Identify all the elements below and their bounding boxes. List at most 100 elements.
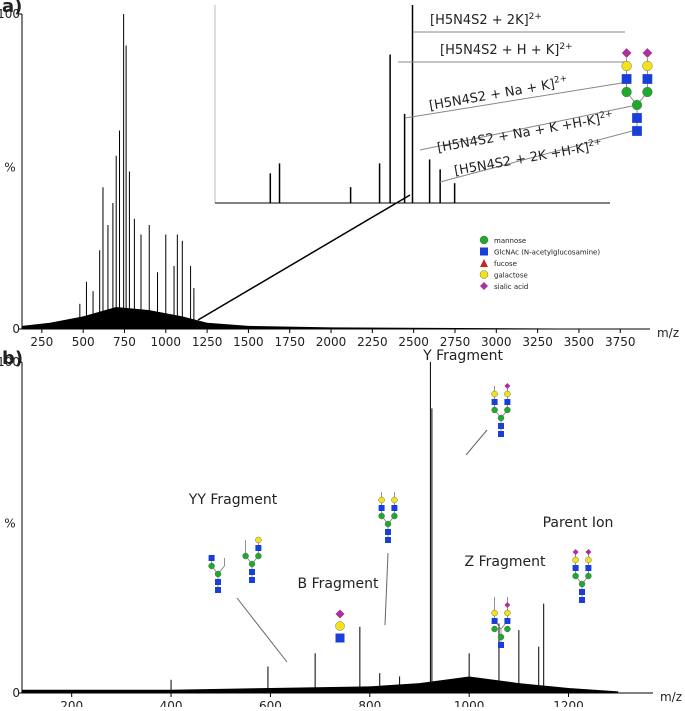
glycan-icon: [385, 529, 391, 535]
label: 2250: [357, 335, 388, 349]
glycan-icon: [255, 536, 262, 544]
envelope: [22, 306, 650, 329]
annotation: [H5N4S2 + 2K]2+: [430, 12, 542, 28]
label: 0: [12, 322, 20, 336]
label: 2000: [316, 335, 347, 349]
glycan-icon: [498, 423, 504, 429]
glycan-icon: [249, 569, 255, 575]
label: a): [2, 0, 22, 17]
label: 250: [30, 335, 53, 349]
zoom-line: [197, 194, 411, 321]
annotation-text: [H5N4S2 + 2K]: [430, 13, 529, 28]
glycan-icon: [255, 552, 262, 560]
legend-marker: [479, 235, 489, 245]
glycan-icon: [585, 556, 592, 564]
label: 200: [60, 699, 83, 707]
label: 1250: [192, 335, 223, 349]
glycan-icon: [491, 390, 498, 398]
leader-line: [236, 597, 288, 663]
glycan-icon: [335, 633, 345, 643]
label: 400: [160, 699, 183, 707]
glycan-icon: [491, 609, 498, 617]
glycan-icon: [621, 60, 632, 72]
label: 0: [12, 686, 20, 700]
leader-line: [404, 81, 629, 119]
glycan-icon: [384, 520, 392, 528]
glycan-icon: [504, 618, 511, 624]
label: 1000: [454, 699, 485, 707]
glycan-icon: [249, 577, 255, 583]
label: Z Fragment: [465, 554, 546, 570]
glycan-icon: [214, 570, 222, 578]
label: b): [2, 348, 23, 369]
label: Y Fragment: [422, 348, 503, 364]
glycan-icon: [578, 580, 586, 588]
glycan-icon: [215, 587, 221, 593]
glycan-icon: [621, 74, 632, 84]
glycan-icon: [215, 579, 221, 585]
glycan-icon: [642, 48, 653, 58]
label: %: [4, 517, 15, 531]
legend-label: GlcNAc (N-acetylglucosamine): [494, 249, 600, 257]
glycan-icon: [208, 555, 215, 561]
legend-label: fucose: [494, 260, 517, 268]
glycan-icon: [621, 48, 632, 58]
legend-label: mannose: [494, 237, 526, 245]
label: 500: [72, 335, 95, 349]
glycan-icon: [585, 549, 592, 555]
glycan-icon: [642, 86, 653, 98]
glycan-icon: [391, 512, 398, 520]
legend-marker: [480, 282, 488, 290]
leader-line: [465, 429, 488, 456]
label: 3750: [605, 335, 636, 349]
glycan-icon: [585, 572, 592, 580]
glycan-icon: [504, 390, 511, 398]
label: 3250: [522, 335, 553, 349]
glycan-icon: [491, 618, 498, 624]
label: 2500: [398, 335, 429, 349]
glycan-icon: [378, 505, 385, 511]
legend-marker: [479, 270, 489, 279]
glycan-icon: [498, 642, 504, 648]
glycan-icon: [632, 113, 642, 123]
legend-marker: [480, 247, 488, 256]
glycan-icon: [491, 625, 498, 633]
glycan-icon: [335, 621, 345, 631]
annotation-charge: 2+: [553, 74, 568, 86]
annotation-charge: 2+: [529, 12, 542, 22]
glycan-icon: [642, 74, 653, 84]
glycan-icon: [504, 383, 511, 389]
annotation-charge: 2+: [599, 109, 614, 121]
annotation-text: [H5N4S2 + H + K]: [440, 43, 559, 58]
glycan-icon: [391, 505, 398, 511]
glycan-icon: [585, 565, 592, 571]
label: m/z: [660, 690, 682, 704]
label: 1750: [274, 335, 305, 349]
leader-line: [419, 105, 633, 151]
glycan-icon: [497, 414, 505, 422]
glycan-icon: [579, 597, 585, 603]
label: 1000: [151, 335, 182, 349]
label: 750: [113, 335, 136, 349]
glycan-icon: [504, 609, 511, 617]
label: m/z: [657, 326, 679, 340]
glycan-icon: [255, 545, 262, 551]
glycan-icon: [248, 560, 256, 568]
legend-label: sialic acid: [494, 283, 528, 291]
label: 3000: [481, 335, 512, 349]
legend-marker: [480, 259, 488, 267]
glycan-icon: [504, 625, 511, 633]
glycan-icon: [642, 60, 653, 72]
glycan-icon: [242, 552, 249, 560]
label: 800: [358, 699, 381, 707]
annotation-charge: 2+: [559, 42, 572, 52]
glycan-icon: [621, 86, 632, 98]
label: 2750: [440, 335, 471, 349]
legend-label: galactose: [494, 272, 528, 280]
glycan-icon: [208, 562, 215, 570]
label: 1500: [233, 335, 264, 349]
glycan-icon: [504, 602, 511, 608]
glycan-icon: [504, 399, 511, 405]
glycan-icon: [498, 431, 504, 437]
glycan-icon: [385, 537, 391, 543]
